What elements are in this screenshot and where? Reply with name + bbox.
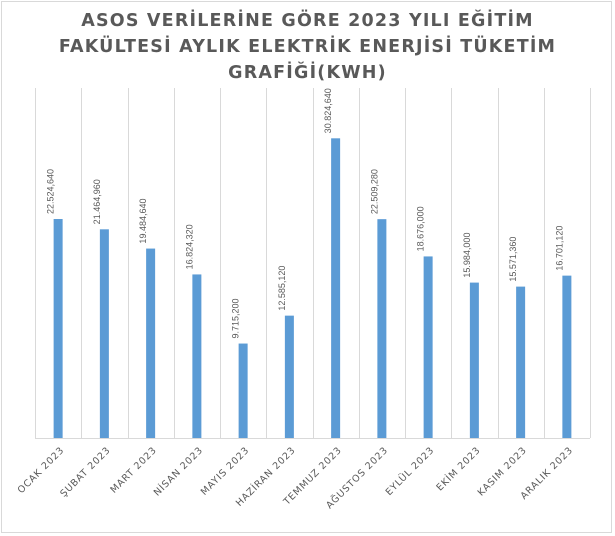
value-label-1: 22.524,640	[46, 169, 56, 214]
bar-8	[377, 219, 387, 438]
value-label-9: 18.676,000	[416, 206, 426, 251]
value-label-8: 22.509,280	[369, 169, 379, 214]
chart-title-line-1: ASOS VERİLERİNE GÖRE 2023 YILI EĞİTİM	[81, 11, 534, 31]
value-label-12: 16.701,120	[554, 226, 564, 271]
value-label-3: 19.484,640	[138, 199, 148, 244]
chart-title-line-2: FAKÜLTESİ AYLIK ELEKTRİK ENERJİSİ TÜKETİ…	[58, 37, 557, 57]
bar-6	[284, 315, 294, 438]
bar-9	[423, 256, 433, 438]
bar-2	[99, 229, 109, 438]
value-label-2: 21.464,960	[92, 179, 102, 224]
bar-7	[331, 138, 341, 439]
category-label-1: OCAK 2023	[16, 445, 67, 496]
bar-12	[562, 275, 572, 438]
category-label-4: NİSAN 2023	[152, 445, 206, 499]
bar-10	[469, 282, 479, 438]
category-label-3: MART 2023	[108, 445, 159, 496]
value-label-10: 15.984,000	[462, 233, 472, 278]
category-label-10: EKİM 2023	[434, 445, 483, 494]
value-label-5: 9.715,200	[231, 298, 241, 338]
bar-3	[146, 248, 156, 438]
category-label-5: MAYIS 2023	[199, 445, 252, 498]
value-label-11: 15.571,360	[508, 237, 518, 282]
chart-title: ASOS VERİLERİNE GÖRE 2023 YILI EĞİTİM FA…	[0, 8, 615, 86]
value-label-4: 16.824,320	[184, 224, 194, 269]
value-label-7: 30.824,640	[323, 88, 333, 133]
chart-title-line-3: GRAFİĞİ(KWH)	[228, 63, 387, 83]
bar-5	[238, 343, 248, 438]
bar-1	[53, 219, 63, 438]
category-label-9: EYLÜL 2023	[384, 445, 437, 498]
bar-4	[192, 274, 202, 438]
bar-11	[516, 286, 526, 438]
category-label-2: ŞUBAT 2023	[58, 445, 113, 500]
value-label-6: 12.585,120	[277, 266, 287, 311]
